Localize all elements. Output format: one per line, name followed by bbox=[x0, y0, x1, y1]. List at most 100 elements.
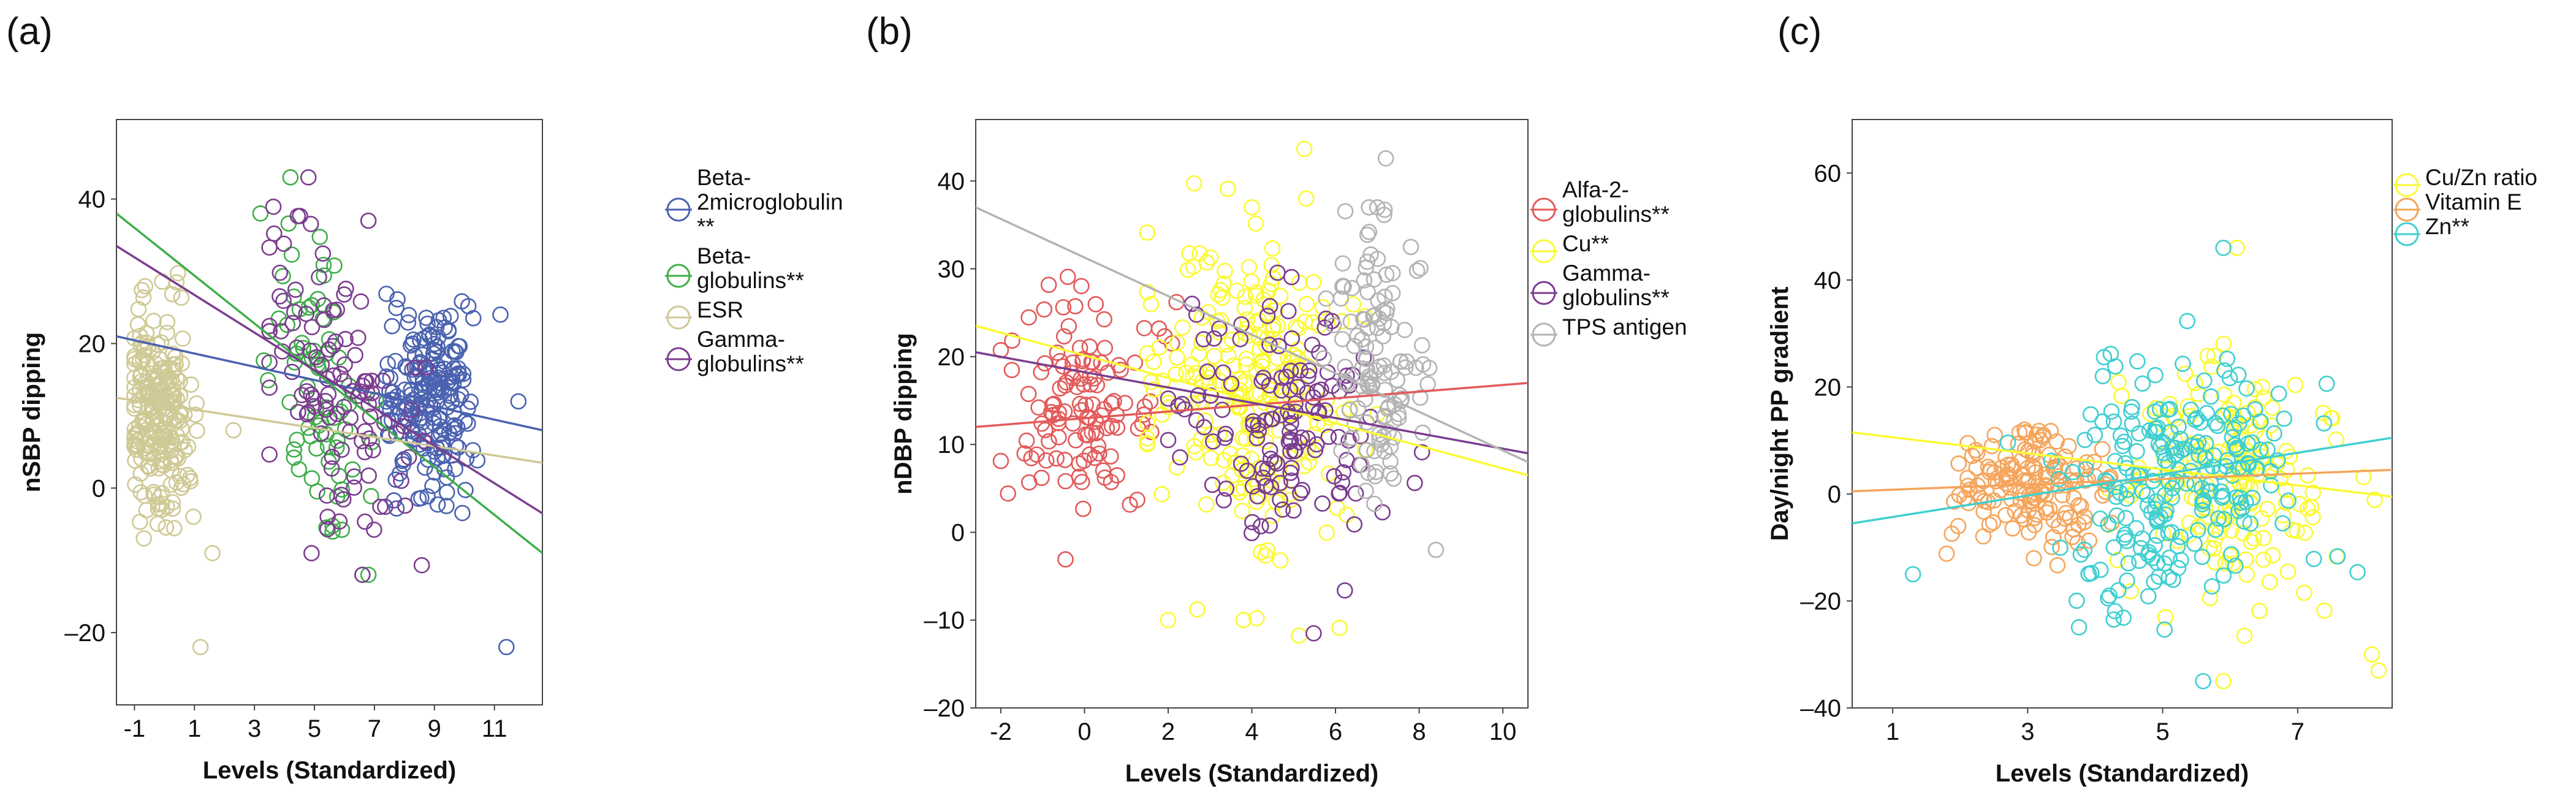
data-point bbox=[1139, 284, 1156, 300]
data-point bbox=[1195, 331, 1212, 348]
data-point bbox=[1333, 443, 1350, 459]
data-point bbox=[2270, 386, 2287, 402]
data-point bbox=[1272, 552, 1289, 569]
data-point bbox=[1309, 415, 1326, 432]
y-tick-label: 0 bbox=[1828, 481, 1841, 508]
data-point bbox=[2164, 439, 2181, 456]
data-point bbox=[376, 415, 393, 432]
data-point bbox=[992, 452, 1009, 470]
legend-label: globulins** bbox=[697, 351, 804, 376]
data-point bbox=[2223, 546, 2240, 563]
data-point bbox=[1079, 427, 1096, 444]
data-point bbox=[2130, 467, 2147, 484]
data-point bbox=[1109, 419, 1126, 436]
data-point bbox=[289, 208, 306, 224]
fit-line bbox=[116, 212, 542, 554]
data-point bbox=[1049, 344, 1066, 361]
data-point bbox=[1250, 422, 1267, 439]
y-tick-label: 40 bbox=[938, 168, 965, 195]
data-point bbox=[319, 521, 336, 538]
data-point bbox=[2202, 483, 2219, 500]
data-point bbox=[406, 359, 424, 376]
data-point bbox=[152, 437, 169, 454]
data-point bbox=[134, 281, 150, 298]
data-point bbox=[1412, 260, 1429, 276]
data-point bbox=[1261, 336, 1278, 353]
y-tick-label: 40 bbox=[1814, 267, 1842, 294]
data-point bbox=[2164, 489, 2181, 506]
data-point bbox=[2170, 419, 2187, 435]
data-point bbox=[321, 341, 337, 358]
data-point bbox=[164, 363, 181, 381]
data-point bbox=[356, 444, 373, 460]
data-point bbox=[314, 310, 331, 327]
data-point bbox=[1359, 253, 1376, 270]
data-point bbox=[2215, 240, 2232, 256]
data-point bbox=[1334, 255, 1351, 272]
data-point bbox=[1243, 525, 1260, 542]
data-point bbox=[2129, 353, 2146, 370]
data-point bbox=[321, 409, 338, 426]
data-point bbox=[2209, 417, 2226, 435]
data-point bbox=[1346, 416, 1363, 433]
data-point bbox=[1180, 261, 1196, 278]
data-point bbox=[1041, 433, 1057, 450]
data-point bbox=[1408, 262, 1426, 279]
data-point bbox=[1073, 278, 1090, 295]
data-point bbox=[2156, 621, 2173, 638]
data-point bbox=[372, 498, 389, 515]
data-point bbox=[2173, 552, 2189, 568]
data-point bbox=[1353, 360, 1370, 377]
data-point bbox=[1326, 468, 1343, 485]
data-point bbox=[1168, 294, 1185, 311]
data-point bbox=[1204, 476, 1221, 493]
fit-line bbox=[976, 382, 1528, 428]
data-point bbox=[2004, 520, 2021, 537]
data-point bbox=[354, 566, 371, 584]
data-point bbox=[424, 477, 441, 495]
data-point bbox=[135, 289, 152, 306]
data-point bbox=[294, 387, 310, 403]
data-point bbox=[272, 264, 289, 281]
data-point bbox=[1214, 401, 1231, 418]
data-point bbox=[151, 489, 169, 506]
data-point bbox=[2189, 522, 2206, 539]
x-tick-label: 8 bbox=[1412, 718, 1426, 745]
data-point bbox=[2110, 374, 2127, 390]
data-point bbox=[2170, 560, 2187, 577]
legend-label: Vitamin E bbox=[2425, 189, 2522, 215]
data-point bbox=[1036, 422, 1054, 438]
data-point bbox=[317, 401, 334, 418]
data-point bbox=[1245, 471, 1261, 488]
data-point bbox=[446, 425, 463, 441]
data-point bbox=[275, 235, 292, 252]
data-point bbox=[318, 487, 335, 504]
legend-marker bbox=[665, 197, 692, 222]
data-point bbox=[2105, 539, 2122, 556]
data-point bbox=[162, 452, 179, 469]
data-point bbox=[443, 374, 460, 391]
data-point bbox=[2299, 467, 2316, 484]
data-point bbox=[388, 500, 405, 517]
legend-marker bbox=[665, 305, 692, 330]
data-point bbox=[1296, 313, 1313, 330]
data-point bbox=[1980, 458, 1997, 475]
legend: Alfa-2-globulins**Cu**Gamma-globulins**T… bbox=[1530, 177, 1687, 347]
data-point bbox=[1269, 264, 1286, 281]
data-point bbox=[1385, 470, 1402, 487]
data-point bbox=[126, 379, 143, 396]
legend-label: ** bbox=[697, 214, 715, 239]
data-point bbox=[404, 335, 421, 352]
data-point bbox=[1033, 470, 1050, 486]
series-vitamin-e bbox=[1938, 421, 2120, 574]
chart-panel-3: (c) 1 3 5 7 –40 –20 0 20 40 60 Levels (Standardized… bbox=[1766, 10, 2537, 787]
data-point bbox=[2225, 421, 2243, 438]
data-point bbox=[419, 488, 436, 505]
series-esr bbox=[126, 265, 242, 655]
data-point bbox=[1317, 402, 1334, 419]
data-point bbox=[465, 310, 482, 327]
legend-label: Gamma- bbox=[697, 327, 785, 352]
data-point bbox=[2026, 550, 2042, 567]
data-point bbox=[2195, 372, 2213, 389]
data-point bbox=[1413, 444, 1430, 461]
